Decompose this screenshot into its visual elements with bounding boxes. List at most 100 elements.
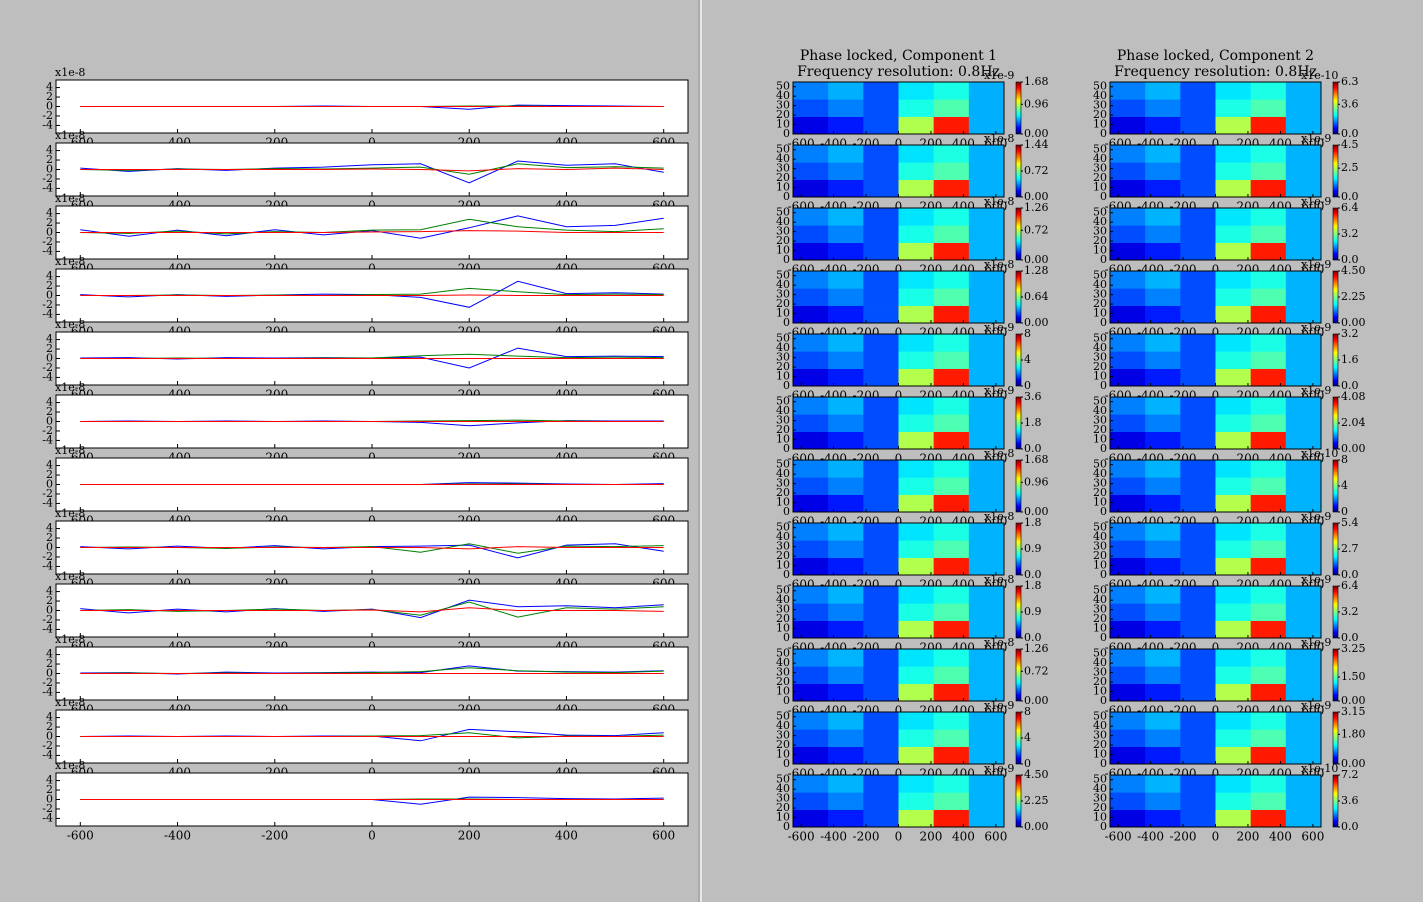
- y-tick-label: 30: [776, 99, 790, 112]
- y-tick-label: 2: [46, 279, 53, 292]
- colorbar-tick-label: 0.96: [1024, 475, 1049, 488]
- y-tick-label: 4: [46, 774, 53, 787]
- heat-cell: [1145, 586, 1181, 604]
- y-tick-label: 10: [776, 811, 790, 824]
- heat-cell: [1180, 368, 1216, 387]
- colorbar: [1015, 459, 1022, 513]
- heat-cell: [1110, 116, 1146, 135]
- colorbar: [1332, 522, 1339, 576]
- heat-cell: [898, 162, 934, 180]
- y-tick-label: 40: [776, 341, 790, 354]
- y-tick-label: -4: [42, 181, 53, 194]
- y-tick-label: 10: [776, 433, 790, 446]
- x-tick-label: 0: [895, 137, 903, 151]
- colorbar-tick-label: 1.8: [1024, 416, 1042, 429]
- heat-cell: [1180, 712, 1216, 730]
- heat-cell: [793, 746, 829, 765]
- x-tick-label: 0: [1212, 452, 1220, 466]
- colorbar-tick-label: 0.0: [1024, 568, 1042, 581]
- heat-cell: [828, 775, 864, 793]
- heat-cell: [1250, 792, 1287, 810]
- offset-label: x1e-8: [55, 507, 85, 520]
- heat-cell: [1250, 557, 1287, 576]
- colorbar-tick-label: 0.0: [1341, 820, 1359, 833]
- heat-cell: [793, 334, 829, 352]
- heat-cell: [1145, 712, 1181, 730]
- trace-line: [80, 167, 664, 172]
- y-tick-label: 2: [46, 531, 53, 544]
- heat-cell: [1215, 208, 1251, 226]
- y-tick-label: 20: [1093, 234, 1107, 247]
- y-tick-label: 20: [776, 423, 790, 436]
- colorbar-tick-label: 3.6: [1341, 97, 1359, 110]
- heat-cell: [1285, 775, 1322, 793]
- heat-cell: [968, 666, 1005, 684]
- heat-cell: [828, 162, 864, 180]
- offset-label: x1e-9: [1301, 384, 1331, 397]
- y-tick-label: -2: [42, 739, 53, 752]
- y-tick-label: 4: [46, 144, 53, 157]
- heat-cell: [1110, 351, 1146, 369]
- heat-cell: [968, 162, 1005, 180]
- heat-cell: [898, 397, 934, 415]
- y-tick-label: 10: [1093, 370, 1107, 383]
- y-tick-label: 0: [46, 604, 53, 617]
- y-tick-label: 20: [776, 108, 790, 121]
- y-tick-label: 20: [776, 360, 790, 373]
- y-tick-label: -2: [42, 613, 53, 626]
- offset-label: x1e-9: [984, 321, 1014, 334]
- heat-cell: [1285, 82, 1322, 100]
- y-tick-label: 20: [1093, 612, 1107, 625]
- y-tick-label: 0: [1100, 379, 1107, 392]
- y-tick-label: 40: [1093, 530, 1107, 543]
- x-tick-label: 200: [1237, 830, 1260, 844]
- colorbar-tick-label: 1.8: [1024, 579, 1042, 592]
- heat-cell: [1180, 775, 1216, 793]
- y-tick-label: 10: [1093, 685, 1107, 698]
- heat-cell: [1285, 242, 1322, 261]
- colorbar-tick-label: 0: [1341, 505, 1348, 518]
- y-tick-label: 30: [776, 540, 790, 553]
- heat-cell: [1110, 397, 1146, 415]
- heat-cell: [968, 116, 1005, 135]
- heat-cell: [1285, 99, 1322, 117]
- heat-cell: [1215, 775, 1251, 793]
- heat-cell: [1145, 603, 1181, 621]
- x-tick-label: 0: [1212, 326, 1220, 340]
- y-tick-label: 40: [1093, 593, 1107, 606]
- heat-cell: [1285, 666, 1322, 684]
- y-tick-label: 0: [783, 820, 790, 833]
- x-tick-label: -200: [1170, 830, 1197, 844]
- heat-cell: [863, 649, 899, 667]
- colorbar: [1332, 396, 1339, 450]
- colorbar-tick-label: 0.0: [1341, 127, 1359, 140]
- heat-cell: [1215, 179, 1251, 198]
- y-tick-label: -4: [42, 559, 53, 572]
- heat-cell: [1110, 225, 1146, 243]
- heat-cell: [1110, 620, 1146, 639]
- x-tick-label: 0: [895, 452, 903, 466]
- colorbar-tick-label: 4: [1024, 353, 1031, 366]
- y-tick-label: 50: [1093, 710, 1107, 723]
- y-tick-label: 50: [1093, 395, 1107, 408]
- x-tick-label: -400: [164, 829, 191, 843]
- heat-cell: [933, 494, 970, 513]
- y-tick-label: 0: [1100, 127, 1107, 140]
- offset-label: x1e-10: [1301, 447, 1338, 460]
- heat-cell: [1285, 431, 1322, 450]
- y-tick-label: 0: [46, 352, 53, 365]
- heat-cell: [898, 288, 934, 306]
- heat-cell: [1110, 540, 1146, 558]
- colorbar-tick-label: 0.00: [1024, 253, 1049, 266]
- heat-cell: [898, 557, 934, 576]
- y-tick-label: -2: [42, 298, 53, 311]
- x-tick-label: 0: [895, 767, 903, 781]
- heat-cell: [828, 477, 864, 495]
- y-tick-label: -4: [42, 118, 53, 131]
- heat-cell: [863, 208, 899, 226]
- y-tick-label: 20: [1093, 108, 1107, 121]
- heat-cell: [1145, 649, 1181, 667]
- y-tick-label: 0: [783, 127, 790, 140]
- y-tick-label: 20: [776, 549, 790, 562]
- colorbar-tick-label: 0.00: [1024, 190, 1049, 203]
